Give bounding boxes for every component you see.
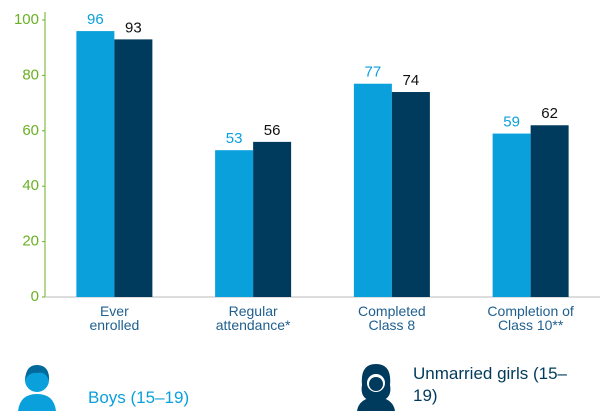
x-tick-label: Completed Class 8 xyxy=(358,303,426,333)
y-tick-label: 80 xyxy=(22,66,39,83)
value-label: 96 xyxy=(87,11,104,28)
bar xyxy=(353,83,392,298)
x-tick-label: Regular attendance* xyxy=(215,303,291,333)
bar xyxy=(114,39,153,297)
value-label: 53 xyxy=(226,130,243,147)
x-tick-label: Ever enrolled xyxy=(89,303,140,333)
bar xyxy=(76,31,115,298)
value-label: 59 xyxy=(503,114,520,131)
y-tick-label: 0 xyxy=(31,288,39,305)
y-tick-label: 20 xyxy=(22,233,39,250)
value-label: 74 xyxy=(403,72,420,89)
bar xyxy=(530,125,569,297)
value-label: 56 xyxy=(264,122,281,139)
bar xyxy=(253,141,292,297)
y-tick-label: 40 xyxy=(22,177,39,194)
legend-label: Unmarried girls (15–19) xyxy=(413,364,567,405)
bar xyxy=(492,133,531,297)
bar xyxy=(391,92,430,298)
x-tick-label: Completion of Class 10** xyxy=(487,303,574,333)
girl-icon xyxy=(357,364,395,411)
value-label: 62 xyxy=(541,105,558,122)
legend-label: Boys (15–19) xyxy=(88,388,190,407)
value-label: 93 xyxy=(125,19,142,36)
value-label: 77 xyxy=(365,64,382,81)
y-tick-label: 60 xyxy=(22,122,39,139)
y-tick-label: 100 xyxy=(14,11,39,28)
boy-icon xyxy=(18,364,56,411)
bar xyxy=(215,150,254,297)
